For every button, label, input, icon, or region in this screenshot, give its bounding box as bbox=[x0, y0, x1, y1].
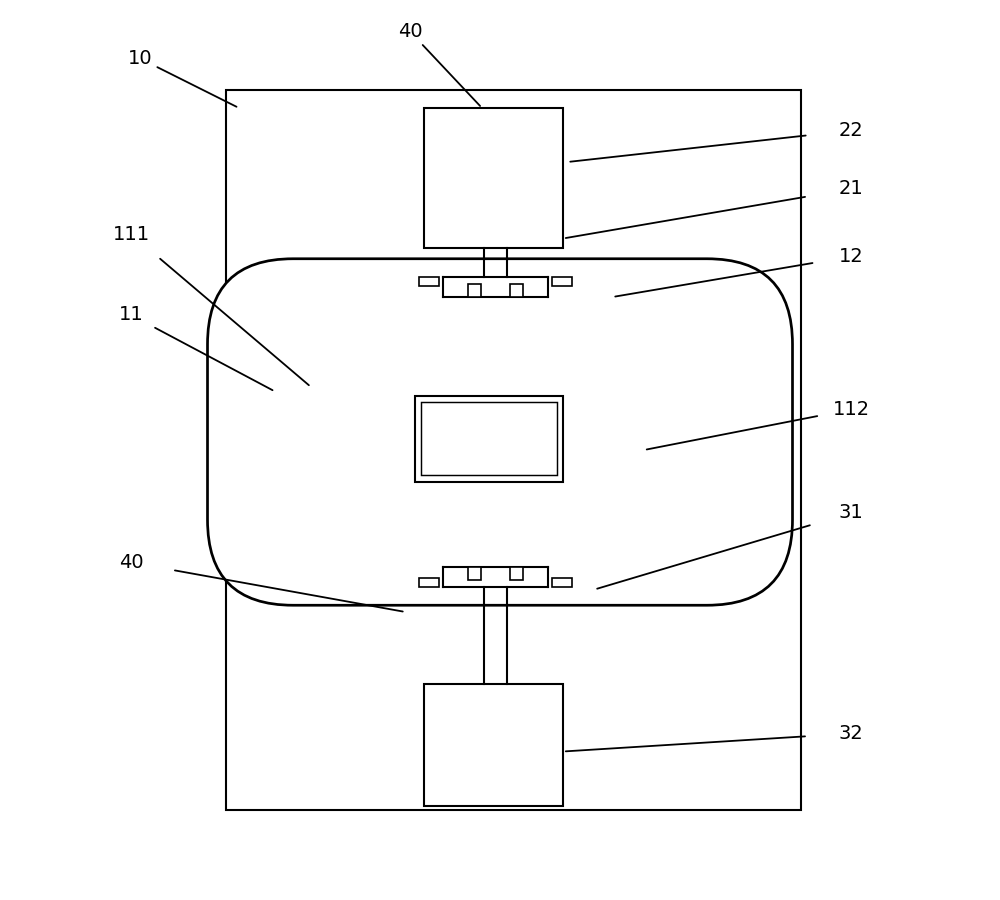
Bar bbox=[552, 578, 572, 587]
FancyBboxPatch shape bbox=[208, 259, 793, 605]
Bar bbox=[421, 402, 557, 475]
Text: 32: 32 bbox=[839, 724, 863, 743]
Text: 40: 40 bbox=[119, 553, 143, 572]
Bar bbox=[424, 684, 563, 806]
Text: 21: 21 bbox=[839, 179, 863, 199]
Bar bbox=[226, 90, 801, 810]
Text: 12: 12 bbox=[839, 247, 863, 266]
Text: 11: 11 bbox=[119, 305, 143, 325]
Bar bbox=[510, 284, 523, 297]
Text: 22: 22 bbox=[839, 121, 863, 140]
Bar bbox=[468, 567, 481, 580]
Bar bbox=[419, 578, 439, 587]
Bar bbox=[415, 396, 563, 482]
Bar bbox=[424, 108, 563, 248]
Bar bbox=[468, 284, 481, 297]
Bar bbox=[510, 567, 523, 580]
Text: 112: 112 bbox=[832, 400, 870, 419]
Bar bbox=[419, 277, 439, 286]
Text: 10: 10 bbox=[128, 49, 152, 68]
Text: 111: 111 bbox=[112, 224, 150, 244]
Bar bbox=[248, 297, 770, 567]
Text: 40: 40 bbox=[398, 22, 422, 41]
Text: 31: 31 bbox=[839, 503, 863, 523]
Bar bbox=[552, 277, 572, 286]
